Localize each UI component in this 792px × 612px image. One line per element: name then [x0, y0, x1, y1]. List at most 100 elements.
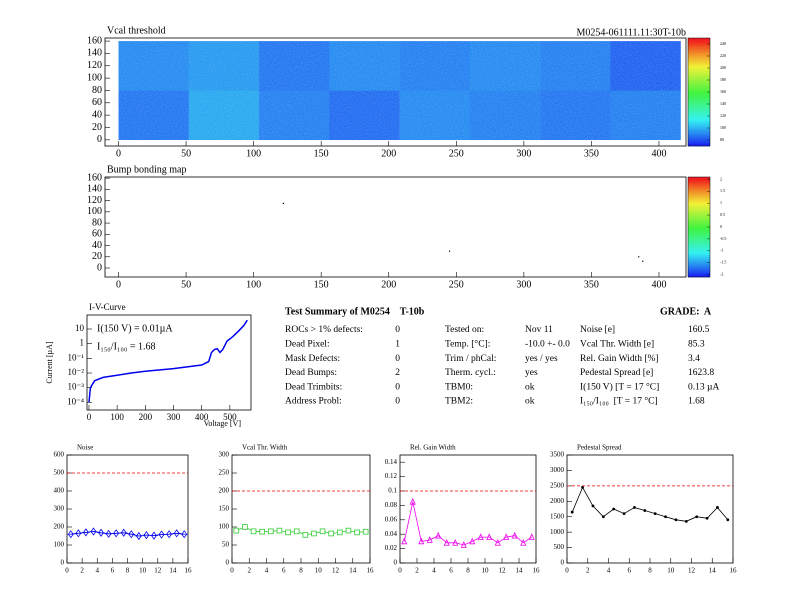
y-tick-label: 300 — [54, 505, 65, 513]
marker — [268, 528, 274, 535]
marker — [89, 527, 98, 536]
y-axis-label: Current [µA] — [45, 341, 54, 383]
summary-value: 1623.8 — [688, 368, 714, 378]
y-tick-label: 0 — [97, 262, 102, 273]
dot — [581, 486, 584, 489]
colorbar-step — [688, 59, 710, 63]
y-tick-label: 10⁻¹ — [68, 352, 85, 362]
y-tick-label: 80 — [92, 85, 102, 96]
colorbar-step — [688, 241, 710, 244]
marker — [664, 515, 667, 519]
x-tick-label: 0 — [116, 279, 121, 290]
marker — [276, 527, 283, 534]
x-tick-label: 0 — [565, 567, 569, 575]
y-tick-label: 2500 — [550, 481, 565, 489]
colorbar-step — [688, 74, 710, 78]
marker — [581, 486, 584, 489]
square — [250, 528, 257, 535]
square — [293, 528, 300, 535]
colorbar-label: 120 — [720, 113, 726, 118]
x-tick-label: 2 — [586, 567, 590, 575]
y-tick-label: 3500 — [550, 451, 565, 459]
summary-label: Dead Bumps: — [285, 368, 337, 378]
marker — [570, 510, 574, 514]
marker — [511, 531, 518, 539]
dot — [705, 516, 709, 520]
plot-frame — [104, 37, 687, 147]
diamond — [75, 529, 82, 538]
summary-label: Noise [e] — [580, 325, 615, 335]
diamond — [120, 528, 127, 537]
dot — [653, 512, 657, 516]
summary-value: 0 — [395, 325, 400, 335]
colorbar-step — [688, 189, 710, 192]
summary-label: Dead Trimbits: — [285, 382, 342, 392]
colorbar-step — [688, 143, 710, 147]
y-tick-label: 0.06 — [385, 515, 398, 523]
colorbar-step — [688, 215, 710, 218]
x-tick-label: 0 — [87, 412, 92, 422]
marker — [157, 530, 166, 539]
y-tick-label: 20 — [92, 122, 102, 133]
dot — [695, 515, 699, 519]
colorbar-step — [688, 183, 710, 186]
x-tick-label: 4 — [96, 567, 100, 575]
triangle — [460, 541, 467, 548]
y-tick-label: 100 — [54, 541, 65, 549]
marker — [302, 532, 309, 538]
y-tick-label: 80 — [92, 217, 102, 228]
x-tick-label: 14 — [516, 567, 524, 575]
colorbar-step — [688, 115, 710, 119]
triangle — [477, 533, 484, 540]
y-tick-label: 250 — [219, 469, 230, 477]
x-tick-label: 400 — [195, 412, 209, 422]
x-tick-label: 4 — [432, 567, 436, 575]
colorbar-step — [688, 187, 710, 190]
colorbar-step — [688, 100, 710, 104]
summary-label: Rel. Gain Width [%] — [580, 354, 659, 364]
square — [285, 529, 291, 536]
colorbar-step — [688, 102, 710, 106]
grade: GRADE: A — [660, 306, 712, 317]
x-tick-label: 2 — [80, 567, 84, 575]
colorbar-label: -2 — [720, 272, 723, 277]
y-tick-label: 40 — [92, 240, 102, 251]
summary-label: I₁₅₀/I₁₀₀ [T = 17 °C] — [580, 396, 658, 407]
triangle — [401, 537, 408, 545]
square — [319, 528, 326, 535]
colorbar-step — [688, 46, 710, 50]
y-tick-label: 0 — [97, 134, 102, 145]
summary-value: Nov 11 — [525, 325, 553, 335]
marker — [285, 529, 291, 536]
colorbar-step — [688, 126, 710, 130]
colorbar-step — [688, 81, 710, 84]
colorbar-step — [688, 104, 710, 108]
colorbar-label: 240 — [720, 41, 726, 46]
x-tick-label: 250 — [449, 279, 464, 290]
plot-frame — [66, 454, 189, 564]
colorbar-step — [688, 185, 710, 188]
dot — [716, 506, 719, 509]
y-tick-label: 120 — [87, 195, 102, 206]
colorbar-step — [688, 271, 710, 274]
marker — [443, 538, 450, 546]
marker — [293, 528, 300, 535]
colorbar-step — [688, 193, 710, 196]
diamond — [67, 530, 74, 539]
y-tick-label: 200 — [54, 523, 65, 531]
colorbar-step — [688, 201, 710, 204]
x-tick-label: 6 — [628, 567, 632, 575]
y-tick-label: 60 — [92, 97, 102, 108]
colorbar-step — [688, 219, 710, 222]
summary-label: ROCs > 1% defects: — [285, 324, 363, 335]
marker — [82, 528, 90, 537]
y-tick-label: 2000 — [550, 497, 565, 505]
triangle — [443, 538, 450, 546]
square — [345, 527, 352, 534]
colorbar-step — [688, 130, 710, 134]
marker — [452, 538, 459, 546]
marker — [112, 529, 120, 538]
summary-title: Test Summary of M0254 T-10b — [285, 306, 425, 317]
colorbar-step — [688, 191, 710, 194]
y-tick-label: 20 — [92, 251, 102, 262]
